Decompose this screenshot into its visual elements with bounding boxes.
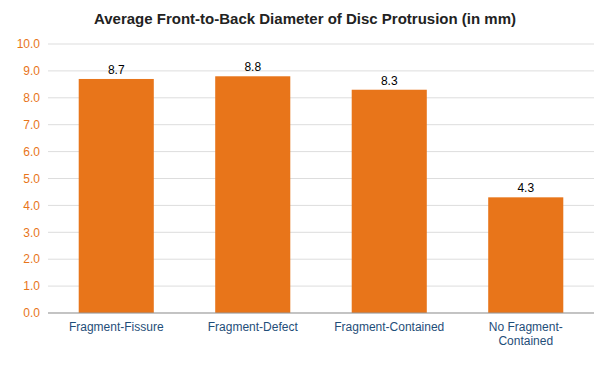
x-axis-line (48, 313, 594, 314)
x-tick-label: Fragment-Defect (208, 320, 299, 334)
bar (352, 90, 427, 313)
x-tick-label-line: Fragment-Contained (334, 320, 444, 334)
x-tick-label: No Fragment-Contained (489, 320, 563, 348)
x-tick-label: Fragment-Fissure (69, 320, 164, 334)
y-tick-label: 3.0 (23, 226, 40, 240)
chart: Average Front-to-Back Diameter of Disc P… (0, 0, 610, 365)
chart-container: Average Front-to-Back Diameter of Disc P… (0, 0, 610, 365)
y-tick-label: 5.0 (23, 172, 40, 186)
x-tick-label-line: Fragment-Defect (208, 320, 299, 334)
bars (79, 76, 564, 313)
data-label: 4.3 (517, 181, 534, 195)
data-label: 8.7 (108, 63, 125, 77)
y-tick-label: 0.0 (23, 306, 40, 320)
grid-line (48, 44, 594, 45)
x-tick-label: Fragment-Contained (334, 320, 444, 334)
y-tick-label: 10.0 (17, 37, 41, 51)
y-tick-label: 1.0 (23, 279, 40, 293)
bar (215, 76, 290, 313)
x-tick-label-line: No Fragment- (489, 320, 563, 334)
x-tick-label-line: Fragment-Fissure (69, 320, 164, 334)
y-tick-label: 4.0 (23, 199, 40, 213)
x-axis: Fragment-Fissure Fragment-Defect Fragment-… (48, 313, 594, 348)
bar (79, 79, 154, 313)
y-tick-label: 6.0 (23, 145, 40, 159)
data-labels: 8.7 8.8 8.3 4.3 (108, 60, 535, 195)
grid-line (48, 313, 594, 314)
y-tick-label: 7.0 (23, 118, 40, 132)
page: {"chart_data": {"type": "bar", "title": … (0, 0, 610, 365)
y-tick-label: 9.0 (23, 64, 40, 78)
y-axis: 0.0 1.0 2.0 3.0 4.0 5.0 6.0 7.0 8.0 9.0 10.0 (17, 37, 41, 320)
grid (48, 44, 594, 313)
title: Average Front-to-Back Diameter of Disc P… (94, 10, 516, 27)
data-label: 8.8 (244, 60, 261, 74)
y-tick-label: 8.0 (23, 91, 40, 105)
bar (488, 197, 563, 313)
grid-line (48, 70, 594, 71)
y-tick-label: 2.0 (23, 252, 40, 266)
data-label: 8.3 (381, 74, 398, 88)
x-tick-label-line: Contained (498, 334, 553, 348)
